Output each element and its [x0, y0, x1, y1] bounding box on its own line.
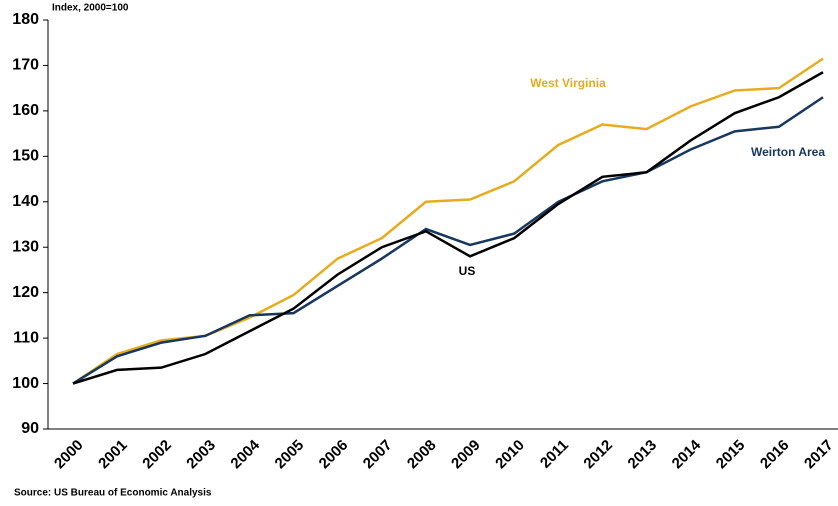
series-line: [72, 96, 824, 385]
y-tick-label: 170: [12, 57, 39, 74]
x-tick-label: 2014: [669, 436, 705, 472]
y-tick-label: 100: [12, 375, 39, 392]
y-tick-label: 160: [12, 102, 39, 119]
x-tick-label: 2009: [448, 437, 484, 473]
x-tick-label: 2006: [316, 437, 352, 473]
x-tick-label: 2001: [95, 437, 131, 473]
series-label: Weirton Area: [751, 145, 825, 159]
series-label: West Virginia: [530, 76, 606, 90]
x-tick-label: 2003: [183, 437, 219, 473]
y-axis-label: Index, 2000=100: [52, 3, 129, 14]
series-line: [72, 71, 824, 385]
x-tick-label: 2007: [360, 437, 396, 473]
source-note: Source: US Bureau of Economic Analysis: [14, 488, 212, 499]
series-label: US: [459, 264, 476, 278]
x-tick-label: 2015: [713, 437, 749, 473]
x-tick-label: 2008: [404, 437, 440, 473]
y-tick-label: 150: [12, 148, 39, 165]
x-tick-label: 2000: [51, 437, 87, 473]
y-tick-label: 140: [12, 193, 39, 210]
y-tick-label: 120: [12, 284, 39, 301]
x-tick-label: 2012: [580, 437, 616, 473]
x-tick-label: 2002: [139, 437, 175, 473]
y-tick-label: 90: [21, 420, 39, 437]
x-tick-label: 2011: [537, 437, 572, 472]
series-line: [72, 57, 824, 385]
y-tick-label: 180: [12, 11, 39, 28]
y-tick-label: 110: [13, 329, 39, 346]
x-tick-label: 2004: [227, 436, 263, 472]
x-tick-label: 2013: [625, 437, 661, 473]
x-tick-label: 2005: [272, 437, 308, 473]
x-tick-label: 2016: [757, 437, 793, 473]
y-tick-label: 130: [12, 238, 39, 255]
x-tick-label: 2017: [801, 437, 837, 473]
x-tick-label: 2010: [492, 437, 528, 473]
